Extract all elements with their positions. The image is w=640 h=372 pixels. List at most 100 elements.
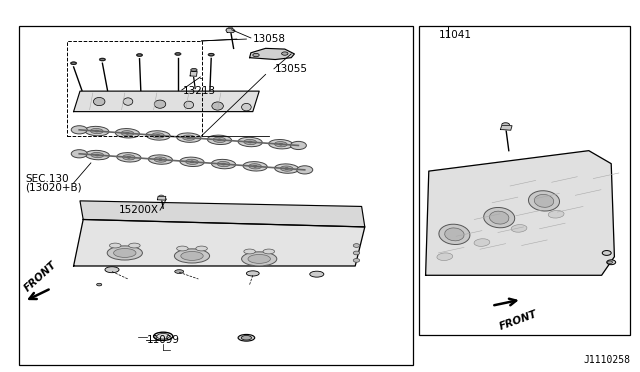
Ellipse shape [548,211,564,218]
Ellipse shape [249,164,262,169]
Ellipse shape [114,248,136,257]
Ellipse shape [109,243,121,248]
Ellipse shape [177,246,188,251]
Polygon shape [157,196,166,200]
Polygon shape [250,48,294,60]
Ellipse shape [246,271,259,276]
Ellipse shape [602,251,611,256]
Ellipse shape [187,137,191,139]
Ellipse shape [97,283,102,286]
Ellipse shape [439,224,470,244]
Text: 15200X: 15200X [118,205,159,215]
Ellipse shape [218,139,221,141]
Ellipse shape [279,143,283,145]
Ellipse shape [182,135,195,140]
Ellipse shape [353,259,360,262]
Ellipse shape [137,54,142,56]
Ellipse shape [154,100,166,108]
Ellipse shape [282,52,288,55]
Ellipse shape [93,97,105,106]
Bar [67,41,202,136]
Ellipse shape [191,68,197,71]
Ellipse shape [209,54,214,56]
Bar [19,26,413,365]
Text: 13058: 13058 [253,34,286,44]
Polygon shape [426,151,614,275]
Ellipse shape [177,133,201,142]
Ellipse shape [71,62,76,64]
Ellipse shape [228,27,233,29]
Ellipse shape [212,102,223,110]
Ellipse shape [156,135,160,137]
Ellipse shape [95,154,99,156]
Ellipse shape [243,161,268,171]
Ellipse shape [297,166,313,174]
Ellipse shape [105,267,119,273]
Ellipse shape [607,260,616,265]
Ellipse shape [184,101,193,109]
Ellipse shape [127,156,131,158]
Ellipse shape [213,137,226,142]
Polygon shape [500,125,512,130]
Ellipse shape [115,129,140,138]
Ellipse shape [180,157,204,167]
Ellipse shape [221,163,225,165]
Ellipse shape [108,246,143,260]
Ellipse shape [207,135,232,145]
Ellipse shape [484,208,515,228]
Polygon shape [226,28,235,32]
Ellipse shape [100,58,105,61]
Ellipse shape [353,244,360,247]
Text: J1110258: J1110258 [584,355,630,365]
Ellipse shape [490,211,509,224]
Ellipse shape [244,140,257,145]
Ellipse shape [253,54,259,57]
Ellipse shape [129,243,140,248]
Ellipse shape [310,271,324,277]
Text: FRONT: FRONT [22,259,58,293]
Ellipse shape [275,142,287,147]
Ellipse shape [285,168,289,170]
Polygon shape [74,91,259,112]
Ellipse shape [291,141,307,150]
Ellipse shape [122,155,135,160]
Ellipse shape [90,128,103,134]
Ellipse shape [244,249,255,254]
Ellipse shape [211,159,236,169]
Ellipse shape [159,195,164,198]
Ellipse shape [529,191,559,211]
Ellipse shape [175,53,180,55]
Polygon shape [74,219,365,266]
Ellipse shape [437,253,452,260]
Ellipse shape [607,261,612,264]
Ellipse shape [269,140,293,149]
Ellipse shape [95,130,99,132]
Ellipse shape [181,251,204,260]
Ellipse shape [154,157,167,162]
Ellipse shape [116,153,141,162]
Ellipse shape [248,141,252,143]
Ellipse shape [248,254,271,263]
Polygon shape [80,201,365,227]
Ellipse shape [146,131,170,140]
Ellipse shape [275,164,299,173]
Text: 11099: 11099 [147,336,180,345]
Ellipse shape [502,123,509,126]
Text: 11041: 11041 [438,31,472,40]
Ellipse shape [241,336,252,340]
Ellipse shape [534,195,554,207]
Ellipse shape [190,161,194,163]
Ellipse shape [125,132,129,134]
Ellipse shape [71,150,87,158]
Text: 13213: 13213 [182,86,216,96]
Ellipse shape [157,333,170,339]
Ellipse shape [85,150,109,160]
Ellipse shape [159,158,163,160]
Ellipse shape [148,155,173,164]
Ellipse shape [445,228,464,241]
Ellipse shape [121,131,134,136]
Ellipse shape [196,246,207,251]
Ellipse shape [123,98,133,105]
Ellipse shape [253,166,257,167]
Ellipse shape [238,334,255,341]
